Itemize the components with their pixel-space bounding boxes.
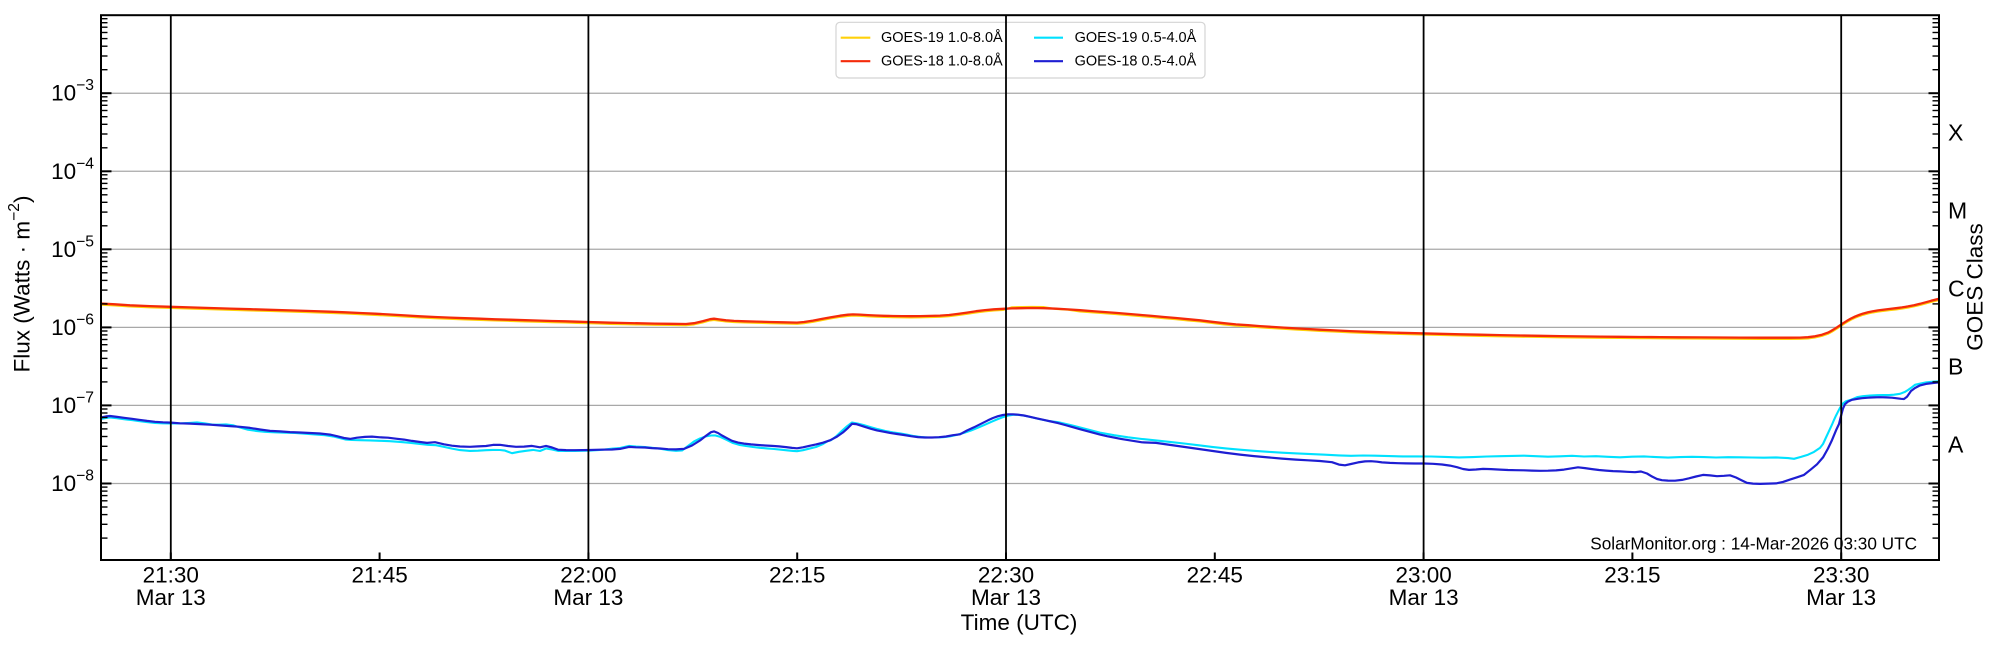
svg-text:SolarMonitor.org : 14-Mar-2026: SolarMonitor.org : 14-Mar-2026 03:30 UTC [1590, 533, 1917, 553]
svg-text:22:30: 22:30 [978, 563, 1034, 588]
svg-text:Mar 13: Mar 13 [1806, 585, 1876, 610]
svg-text:10−8: 10−8 [51, 468, 94, 497]
svg-text:C: C [1948, 276, 1965, 302]
svg-text:M: M [1948, 198, 1967, 224]
svg-text:22:00: 22:00 [560, 563, 616, 588]
svg-text:GOES-19 0.5-4.0Å: GOES-19 0.5-4.0Å [1075, 29, 1197, 46]
svg-text:GOES-19 1.0-8.0Å: GOES-19 1.0-8.0Å [881, 29, 1003, 46]
svg-text:10−4: 10−4 [51, 155, 94, 184]
svg-text:10−7: 10−7 [51, 389, 94, 418]
svg-text:23:15: 23:15 [1604, 563, 1660, 588]
svg-text:Mar 13: Mar 13 [553, 585, 623, 610]
svg-text:Flux (Watts · m−2): Flux (Watts · m−2) [6, 195, 35, 372]
svg-text:A: A [1948, 432, 1964, 458]
svg-text:22:45: 22:45 [1187, 563, 1243, 588]
svg-text:21:30: 21:30 [143, 563, 199, 588]
svg-text:Mar 13: Mar 13 [971, 585, 1041, 610]
svg-text:GOES-18 1.0-8.0Å: GOES-18 1.0-8.0Å [881, 53, 1003, 70]
svg-text:10−5: 10−5 [51, 233, 94, 262]
svg-text:21:45: 21:45 [351, 563, 407, 588]
svg-text:Mar 13: Mar 13 [1389, 585, 1459, 610]
svg-text:Mar 13: Mar 13 [136, 585, 206, 610]
svg-text:GOES-18 0.5-4.0Å: GOES-18 0.5-4.0Å [1075, 53, 1197, 70]
svg-text:X: X [1948, 119, 1963, 145]
svg-text:Time (UTC): Time (UTC) [961, 610, 1078, 635]
svg-text:23:30: 23:30 [1813, 563, 1869, 588]
svg-text:23:00: 23:00 [1395, 563, 1451, 588]
svg-text:GOES Class: GOES Class [1963, 223, 1988, 351]
svg-text:B: B [1948, 354, 1963, 380]
svg-text:22:15: 22:15 [769, 563, 825, 588]
